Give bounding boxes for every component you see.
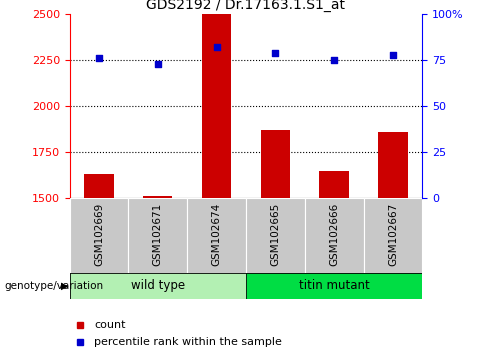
Bar <box>320 171 349 198</box>
Text: GSM102671: GSM102671 <box>153 202 163 266</box>
Bar <box>70 273 246 299</box>
Point <box>213 45 220 50</box>
Bar <box>70 198 128 299</box>
Bar <box>261 130 290 198</box>
Point <box>389 52 397 57</box>
Bar <box>84 174 114 198</box>
Text: GSM102667: GSM102667 <box>388 202 398 266</box>
Bar <box>128 198 187 299</box>
Title: GDS2192 / Dr.17163.1.S1_at: GDS2192 / Dr.17163.1.S1_at <box>146 0 346 12</box>
Text: percentile rank within the sample: percentile rank within the sample <box>94 337 282 347</box>
Text: genotype/variation: genotype/variation <box>5 281 104 291</box>
Bar <box>187 198 246 299</box>
Point <box>95 56 103 61</box>
Text: GSM102674: GSM102674 <box>212 202 222 266</box>
Bar <box>378 132 408 198</box>
Bar <box>364 198 422 299</box>
Bar <box>143 196 172 198</box>
Text: GSM102665: GSM102665 <box>270 202 280 266</box>
Text: count: count <box>94 320 126 330</box>
Point <box>272 50 279 56</box>
Text: wild type: wild type <box>131 279 185 292</box>
Text: GSM102666: GSM102666 <box>329 202 339 266</box>
Bar <box>246 273 422 299</box>
Point <box>154 61 162 67</box>
Bar <box>202 14 231 198</box>
Text: GSM102669: GSM102669 <box>94 202 104 266</box>
Text: ▶: ▶ <box>61 281 69 291</box>
Point <box>330 57 338 63</box>
Bar <box>305 198 364 299</box>
Text: titin mutant: titin mutant <box>299 279 370 292</box>
Bar <box>246 198 305 299</box>
